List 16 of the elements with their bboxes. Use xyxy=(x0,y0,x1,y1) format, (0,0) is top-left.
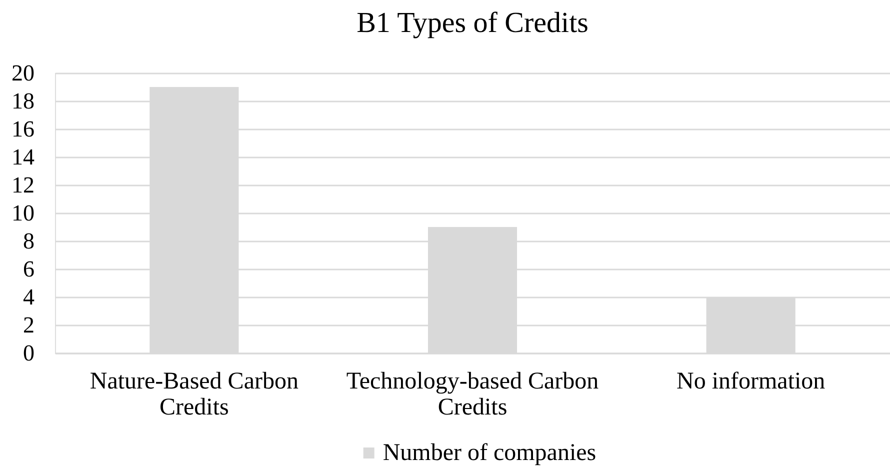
y-tick-label: 14 xyxy=(12,144,35,170)
y-tick-label: 20 xyxy=(12,60,34,86)
y-tick-label: 2 xyxy=(23,312,34,338)
y-tick-label: 12 xyxy=(12,172,34,198)
y-tick-label: 16 xyxy=(12,116,34,142)
chart-title: B1 Types of Credits xyxy=(356,7,588,39)
y-tick-label: 18 xyxy=(12,88,34,114)
y-tick-label: 4 xyxy=(23,284,35,310)
x-tick-label: Technology-based Carbon Credits xyxy=(346,368,599,420)
y-tick-label: 10 xyxy=(12,200,34,226)
x-tick-label: No information xyxy=(676,368,826,394)
legend-label: Number of companies xyxy=(382,440,596,466)
y-tick-label: 0 xyxy=(23,340,34,366)
y-tick-label: 8 xyxy=(23,228,34,254)
x-tick-label: Nature-Based Carbon Credits xyxy=(90,368,298,420)
y-tick-label: 6 xyxy=(23,256,34,282)
